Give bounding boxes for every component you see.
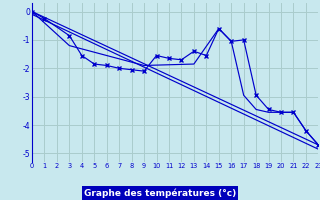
Text: Graphe des températures (°c): Graphe des températures (°c) <box>84 188 236 198</box>
